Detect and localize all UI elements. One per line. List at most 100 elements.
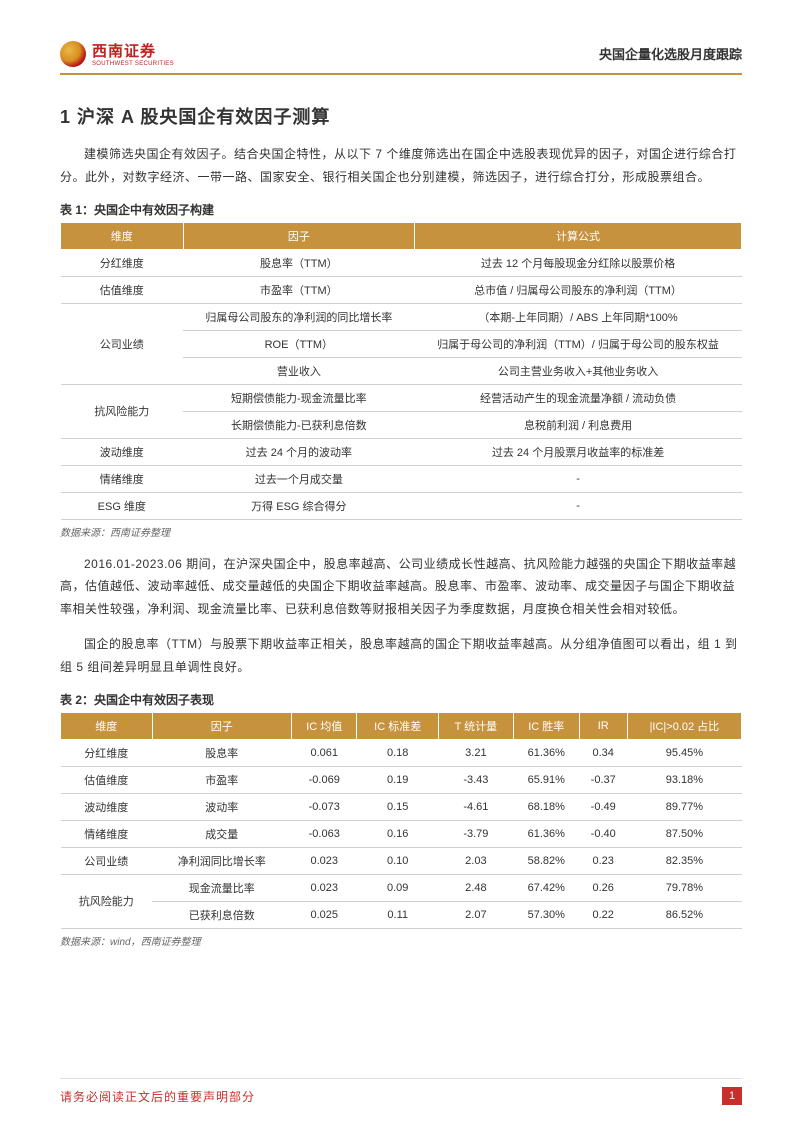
data-cell: -0.40: [579, 820, 627, 847]
paragraph-3: 国企的股息率（TTM）与股票下期收益率正相关，股息率越高的国企下期收益率越高。从…: [60, 633, 742, 679]
table1-header: 维度: [61, 222, 184, 249]
data-cell: 0.11: [357, 901, 438, 928]
data-cell: -0.37: [579, 766, 627, 793]
company-name-en: SOUTHWEST SECURITIES: [92, 61, 174, 67]
data-cell: 波动率: [152, 793, 291, 820]
table2-header: IC 标准差: [357, 712, 438, 739]
dim-cell: 分红维度: [61, 739, 153, 766]
factor-cell: 股息率（TTM）: [183, 249, 415, 276]
dim-cell: 情绪维度: [61, 820, 153, 847]
data-cell: 股息率: [152, 739, 291, 766]
table2-header: IC 胜率: [513, 712, 579, 739]
factor-cell: 万得 ESG 综合得分: [183, 492, 415, 519]
data-cell: 0.26: [579, 874, 627, 901]
data-cell: 93.18%: [627, 766, 741, 793]
table1-source: 数据来源：西南证券整理: [60, 524, 742, 539]
data-cell: 已获利息倍数: [152, 901, 291, 928]
formula-cell: 总市值 / 归属母公司股东的净利润（TTM）: [415, 276, 742, 303]
data-cell: 0.025: [292, 901, 357, 928]
factor-cell: 归属母公司股东的净利润的同比增长率: [183, 303, 415, 330]
page-header: 西南证券 SOUTHWEST SECURITIES 央国企量化选股月度跟踪: [60, 40, 742, 75]
logo-icon: [60, 41, 86, 67]
table-row: 波动维度波动率-0.0730.15-4.6168.18%-0.4989.77%: [61, 793, 742, 820]
company-name-cn: 西南证券: [92, 40, 174, 61]
dim-cell: 波动维度: [61, 793, 153, 820]
data-cell: -3.43: [438, 766, 513, 793]
data-cell: 58.82%: [513, 847, 579, 874]
table2: 维度因子IC 均值IC 标准差T 统计量IC 胜率IR|IC|>0.02 占比 …: [60, 712, 742, 929]
data-cell: 0.18: [357, 739, 438, 766]
data-cell: 67.42%: [513, 874, 579, 901]
data-cell: 2.07: [438, 901, 513, 928]
table-row: 情绪维度成交量-0.0630.16-3.7961.36%-0.4087.50%: [61, 820, 742, 847]
section-heading: 1 沪深 A 股央国企有效因子测算: [60, 103, 742, 129]
dim-cell: 波动维度: [61, 438, 184, 465]
data-cell: -0.073: [292, 793, 357, 820]
table-row: 抗风险能力现金流量比率0.0230.092.4867.42%0.2679.78%: [61, 874, 742, 901]
table2-title: 表 2：央国企中有效因子表现: [60, 691, 742, 708]
data-cell: 0.19: [357, 766, 438, 793]
data-cell: 2.03: [438, 847, 513, 874]
table2-header: 维度: [61, 712, 153, 739]
page-footer: 请务必阅读正文后的重要声明部分 1: [60, 1078, 742, 1105]
data-cell: 市盈率: [152, 766, 291, 793]
table-row: 波动维度过去 24 个月的波动率过去 24 个月股票月收益率的标准差: [61, 438, 742, 465]
table-row: 抗风险能力短期偿债能力-现金流量比率经营活动产生的现金流量净额 / 流动负债: [61, 384, 742, 411]
data-cell: -0.49: [579, 793, 627, 820]
table2-source: 数据来源：wind，西南证券整理: [60, 933, 742, 948]
data-cell: -0.063: [292, 820, 357, 847]
table-row: 分红维度股息率（TTM）过去 12 个月每股现金分红除以股票价格: [61, 249, 742, 276]
document-title: 央国企量化选股月度跟踪: [599, 44, 742, 63]
data-cell: -0.069: [292, 766, 357, 793]
factor-cell: 营业收入: [183, 357, 415, 384]
table-row: 分红维度股息率0.0610.183.2161.36%0.3495.45%: [61, 739, 742, 766]
formula-cell: 息税前利润 / 利息费用: [415, 411, 742, 438]
formula-cell: 经营活动产生的现金流量净额 / 流动负债: [415, 384, 742, 411]
data-cell: 82.35%: [627, 847, 741, 874]
data-cell: 57.30%: [513, 901, 579, 928]
dim-cell: 情绪维度: [61, 465, 184, 492]
table-row: 估值维度市盈率（TTM）总市值 / 归属母公司股东的净利润（TTM）: [61, 276, 742, 303]
table2-header: T 统计量: [438, 712, 513, 739]
data-cell: 0.23: [579, 847, 627, 874]
dim-cell: 分红维度: [61, 249, 184, 276]
table-row: 估值维度市盈率-0.0690.19-3.4365.91%-0.3793.18%: [61, 766, 742, 793]
formula-cell: -: [415, 492, 742, 519]
factor-cell: 过去一个月成交量: [183, 465, 415, 492]
table1-title: 表 1：央国企中有效因子构建: [60, 201, 742, 218]
data-cell: 现金流量比率: [152, 874, 291, 901]
dim-cell: 抗风险能力: [61, 384, 184, 438]
data-cell: 79.78%: [627, 874, 741, 901]
data-cell: -3.79: [438, 820, 513, 847]
data-cell: 净利润同比增长率: [152, 847, 291, 874]
footer-disclaimer: 请务必阅读正文后的重要声明部分: [60, 1088, 255, 1105]
dim-cell: 公司业绩: [61, 303, 184, 384]
table-row: 公司业绩净利润同比增长率0.0230.102.0358.82%0.2382.35…: [61, 847, 742, 874]
factor-cell: 长期偿债能力-已获利息倍数: [183, 411, 415, 438]
formula-cell: 公司主营业务收入+其他业务收入: [415, 357, 742, 384]
data-cell: 0.15: [357, 793, 438, 820]
table2-header: IC 均值: [292, 712, 357, 739]
dim-cell: 估值维度: [61, 766, 153, 793]
company-logo: 西南证券 SOUTHWEST SECURITIES: [60, 40, 174, 67]
dim-cell: 公司业绩: [61, 847, 153, 874]
data-cell: 65.91%: [513, 766, 579, 793]
factor-cell: 短期偿债能力-现金流量比率: [183, 384, 415, 411]
data-cell: 0.10: [357, 847, 438, 874]
data-cell: 0.023: [292, 847, 357, 874]
table-row: 情绪维度过去一个月成交量-: [61, 465, 742, 492]
factor-cell: ROE（TTM）: [183, 330, 415, 357]
formula-cell: 归属于母公司的净利润（TTM）/ 归属于母公司的股东权益: [415, 330, 742, 357]
paragraph-2: 2016.01-2023.06 期间，在沪深央国企中，股息率越高、公司业绩成长性…: [60, 553, 742, 621]
table1-header: 计算公式: [415, 222, 742, 249]
table2-header: 因子: [152, 712, 291, 739]
data-cell: 0.023: [292, 874, 357, 901]
data-cell: -4.61: [438, 793, 513, 820]
paragraph-1: 建模筛选央国企有效因子。结合央国企特性，从以下 7 个维度筛选出在国企中选股表现…: [60, 143, 742, 189]
data-cell: 0.09: [357, 874, 438, 901]
table2-header: |IC|>0.02 占比: [627, 712, 741, 739]
data-cell: 2.48: [438, 874, 513, 901]
data-cell: 61.36%: [513, 820, 579, 847]
factor-cell: 过去 24 个月的波动率: [183, 438, 415, 465]
data-cell: 95.45%: [627, 739, 741, 766]
